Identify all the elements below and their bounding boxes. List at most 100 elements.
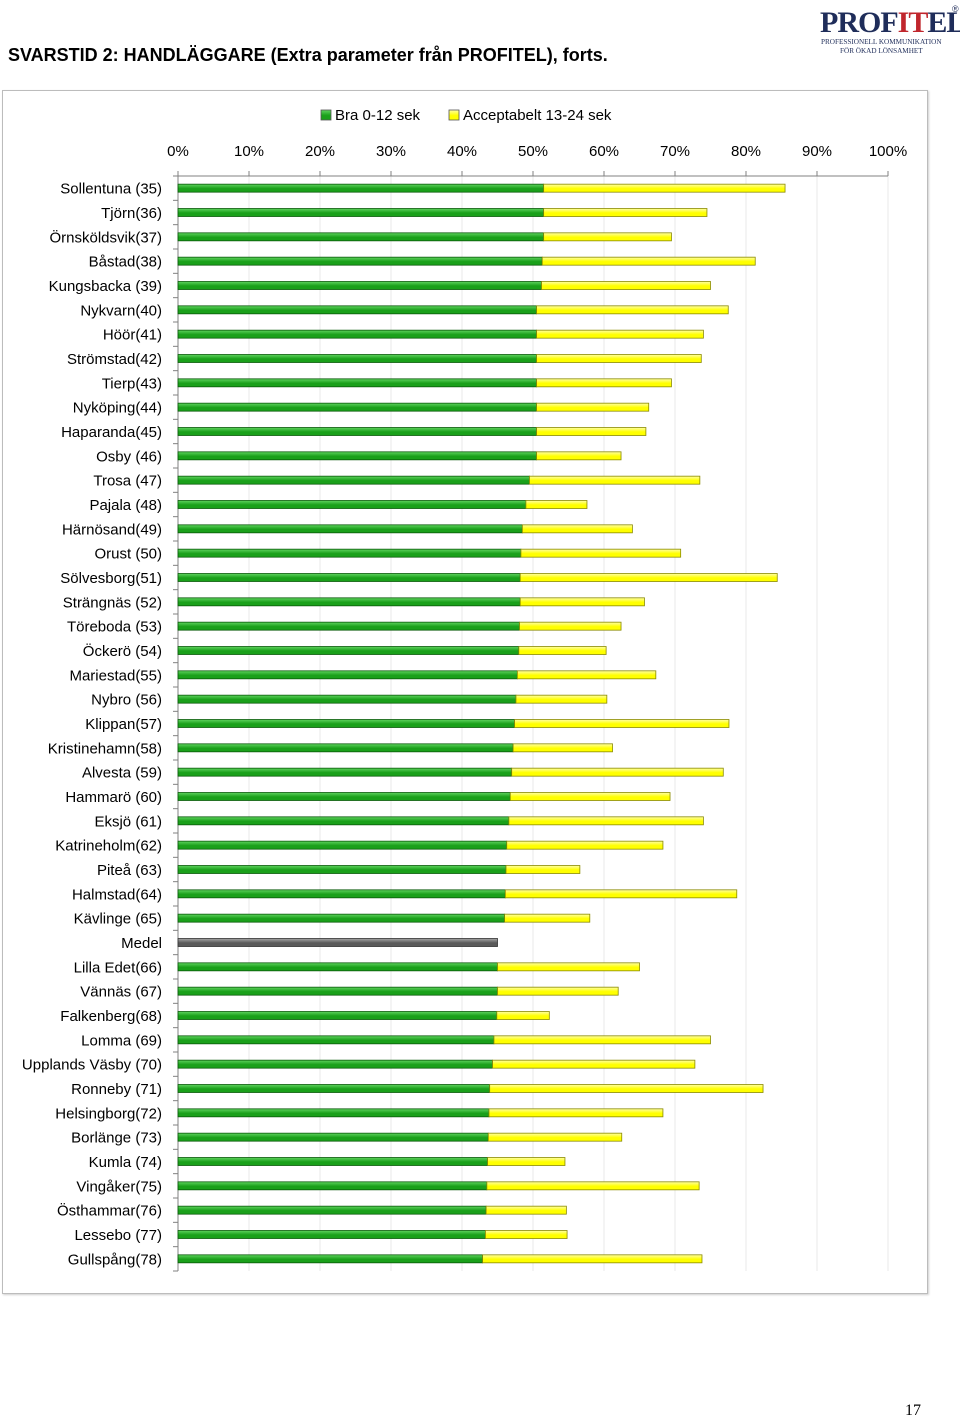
category-label: Tjörn(36) [101, 205, 162, 222]
bar-bra [177, 305, 537, 315]
category-label: Medel [121, 935, 162, 952]
bar-bra [177, 792, 511, 801]
bar-bra [177, 378, 537, 388]
bar-bra [177, 743, 514, 753]
x-tick-label: 10% [234, 143, 264, 160]
category-label: Strängnäs (52) [63, 594, 162, 611]
category-label: Sollentuna (35) [60, 181, 162, 198]
bar-acceptabelt [486, 1181, 700, 1191]
x-tick-label: 60% [589, 143, 619, 160]
chart-area: 0% 10% 20% 30% 40% 50% 60% 70% 80% 90% 100% Bra 0-1… [2, 90, 928, 1294]
bar-acceptabelt [516, 670, 657, 680]
category-label: Orust (50) [94, 546, 162, 563]
category-label: Osby (46) [96, 448, 162, 465]
x-tick-label: 100% [869, 143, 907, 160]
bar-bra [177, 1108, 490, 1118]
bar-bra [177, 500, 527, 509]
stacked-bar-chart: 0% 10% 20% 30% 40% 50% 60% 70% 80% 90% 100% Bra 0-1… [22, 107, 907, 1272]
bar-acceptabelt [541, 281, 711, 290]
bar-acceptabelt [497, 986, 619, 996]
registered-mark: ® [952, 4, 959, 14]
logo-wordmark: PROFITEL [820, 6, 960, 39]
x-tick-label: 80% [731, 143, 761, 160]
bar-bra [177, 719, 515, 728]
legend-bra-swatch [320, 109, 332, 121]
bar-bra [177, 694, 517, 704]
profitel-logo: PROFITEL ® PROFESSIONELL KOMMUNIKATION F… [818, 4, 960, 56]
bar-acceptabelt [519, 597, 645, 607]
bar-acceptabelt [504, 889, 738, 899]
bar-bra [177, 427, 537, 436]
bar-bra [177, 281, 542, 290]
bar-bra [177, 889, 506, 899]
bar-bra [177, 767, 513, 777]
category-label: Halmstad(64) [72, 886, 162, 903]
bar-acceptabelt [509, 792, 671, 801]
bar-bra [177, 840, 508, 850]
category-label: Lilla Edet(66) [74, 959, 162, 976]
bar-bra [177, 451, 537, 461]
bar-acceptabelt [543, 232, 672, 242]
category-label: Vingåker(75) [76, 1178, 162, 1195]
bar-acceptabelt [536, 402, 650, 412]
bar-acceptabelt [496, 1011, 550, 1020]
bar-bra [177, 597, 521, 607]
bar-acceptabelt [487, 1157, 566, 1166]
category-label: Mariestad(55) [69, 667, 162, 684]
category-label: Kumla (74) [89, 1154, 162, 1171]
bar-acceptabelt [512, 743, 613, 753]
category-label: Vännäs (67) [80, 984, 162, 1001]
bar-bra [177, 1059, 493, 1069]
category-label: Strömstad(42) [67, 351, 162, 368]
category-label: Härnösand(49) [62, 521, 162, 538]
bar-acceptabelt [493, 1035, 711, 1045]
bar-acceptabelt [519, 621, 622, 631]
bar-acceptabelt [485, 1205, 567, 1215]
category-label: Öckerö (54) [83, 642, 162, 660]
bar-bra [177, 1254, 483, 1264]
bar-bra [177, 646, 520, 655]
category-label: Lomma (69) [81, 1032, 162, 1049]
legend-bra-label: Bra 0-12 sek [335, 107, 421, 124]
category-label: Eksjö (61) [94, 813, 162, 830]
category-label: Alvesta (59) [82, 765, 162, 782]
category-label: Örnsköldsvik(37) [49, 228, 162, 246]
bar-bra [177, 986, 498, 996]
bar-acceptabelt [497, 962, 640, 972]
bar-acceptabelt [520, 548, 682, 558]
bar-bra [177, 329, 537, 339]
category-label: Borlänge (73) [71, 1130, 162, 1147]
bar-bra [177, 1084, 491, 1093]
bar-acceptabelt [511, 767, 724, 777]
category-label: Nybro (56) [91, 692, 162, 709]
category-label: Nykvarn(40) [80, 302, 162, 319]
bar-bra [177, 962, 498, 972]
bar-medel [177, 938, 498, 947]
x-tick-label: 20% [305, 143, 335, 160]
category-label: Piteå (63) [97, 862, 162, 879]
bar-acceptabelt [506, 840, 664, 850]
category-label: Höör(41) [103, 327, 162, 344]
bar-acceptabelt [514, 719, 730, 728]
bar-bra [177, 354, 537, 363]
bar-acceptabelt [482, 1254, 703, 1264]
category-label: Östhammar(76) [57, 1202, 162, 1220]
category-label: Ronneby (71) [71, 1081, 162, 1098]
bar-bra [177, 1205, 487, 1215]
category-label: Töreboda (53) [67, 619, 162, 636]
bar-acceptabelt [543, 183, 786, 193]
category-label: Trosa (47) [93, 473, 162, 490]
x-tick-label: 40% [447, 143, 477, 160]
bar-bra [177, 1011, 498, 1020]
category-label: Tierp(43) [102, 375, 162, 392]
bar-acceptabelt [504, 913, 591, 923]
bar-acceptabelt [536, 354, 702, 363]
category-label: Kungsbacka (39) [49, 278, 162, 295]
page-title: SVARSTID 2: HANDLÄGGARE (Extra parameter… [8, 45, 608, 65]
bar-acceptabelt [536, 378, 672, 388]
bar-bra [177, 402, 537, 412]
bar-bra [177, 232, 545, 242]
bar-acceptabelt [505, 865, 581, 874]
x-tick-label: 0% [167, 143, 189, 160]
bar-acceptabelt [521, 524, 633, 534]
